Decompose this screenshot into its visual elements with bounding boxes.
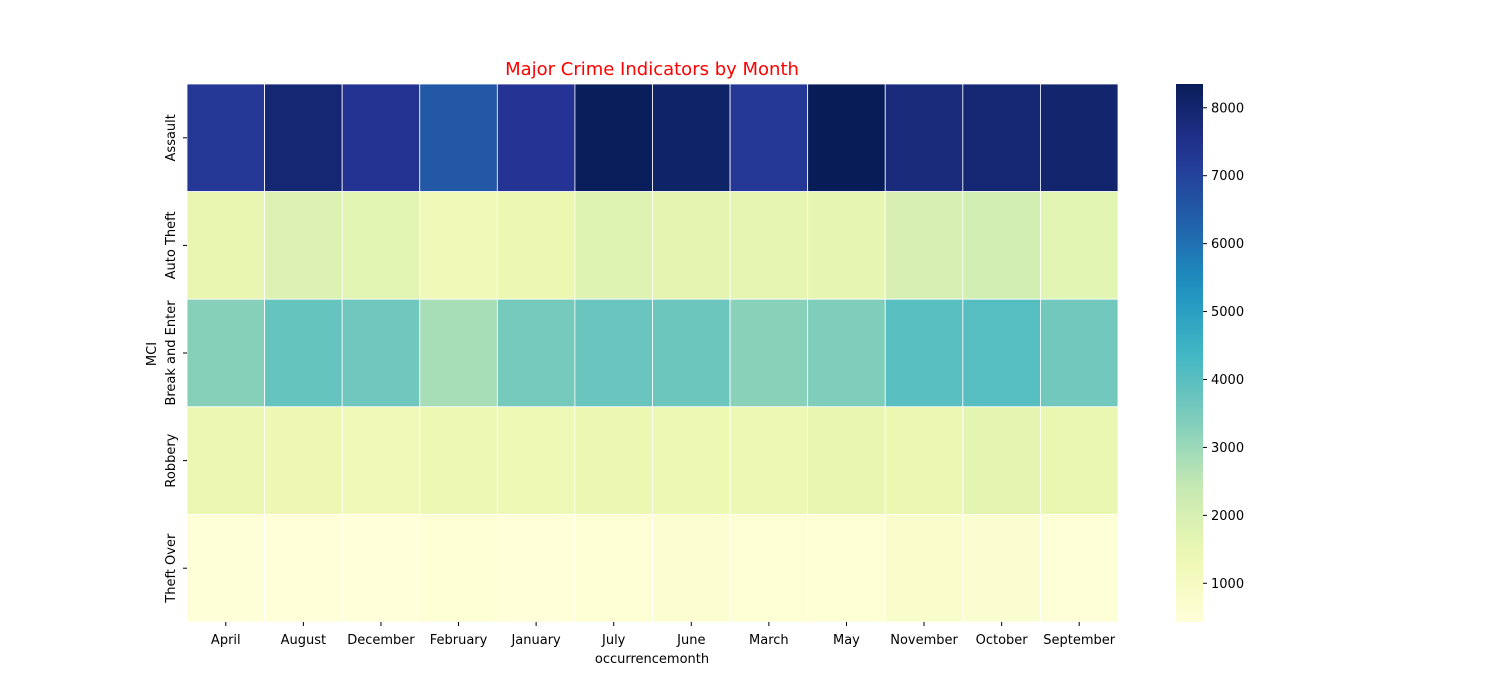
heatmap-cell [962,298,1041,408]
heatmap-cell [496,191,576,300]
heatmap-cell [496,514,576,623]
x-tick-label: June [676,633,705,648]
heatmap-cell [807,298,886,408]
y-tick-label: Auto Theft [164,211,179,279]
heatmap-cell [884,83,964,192]
colorbar-tick-label: 6000 [1211,237,1244,252]
heatmap-cells [186,83,1119,623]
heatmap-cell [186,298,265,408]
heatmap-cell [884,514,964,623]
colorbar [1176,84,1203,622]
heatmap-cell [807,191,886,300]
heatmap-cell [419,191,498,300]
heatmap-cell [884,298,964,408]
colorbar-tick-label: 4000 [1211,373,1244,388]
heatmap-cell [807,406,886,515]
heatmap-cell [962,514,1041,623]
heatmap-cell [341,406,421,515]
heatmap-cell [652,406,731,515]
heatmap-cell [341,298,421,408]
heatmap-cell [652,514,731,623]
x-tick-label: March [749,633,789,648]
heatmap-cell [652,191,731,300]
y-tick-label: Theft Over [164,533,179,604]
x-tick-label: February [430,633,488,648]
heatmap-cell [1040,191,1119,300]
y-tick-label: Break and Enter [164,300,179,406]
heatmap-cell [962,406,1041,515]
heatmap-cell [419,406,498,515]
heatmap-cell [652,83,731,192]
colorbar-ticks: 1000 2000 3000 4000 5000 6000 7000 8000 [1203,101,1244,592]
colorbar-tick-label: 3000 [1211,441,1244,456]
heatmap-cell [574,514,653,623]
heatmap-cell [341,514,421,623]
heatmap-cell [807,514,886,623]
heatmap-cell [574,191,653,300]
heatmap-cell [419,83,498,192]
heatmap-cell [652,298,731,408]
heatmap-cell [186,406,265,515]
heatmap-cell [496,83,576,192]
heatmap-cell [1040,406,1119,515]
heatmap-cell [574,406,653,515]
y-axis-label: MCI [145,342,160,366]
chart-title: Major Crime Indicators by Month [505,59,799,80]
x-axis-ticks: April August December February January July Ju… [211,622,1116,648]
heatmap-cell [264,514,343,623]
heatmap-cell [186,191,265,300]
heatmap-cell [264,298,343,408]
colorbar-tick-label: 7000 [1211,169,1244,184]
heatmap-cell [186,514,265,623]
heatmap-cell [807,83,886,192]
x-axis-label: occurrencemonth [595,652,709,667]
heatmap-cell [1040,514,1119,623]
heatmap-cell [884,191,964,300]
heatmap-cell [574,298,653,408]
heatmap-cell [1040,83,1119,192]
x-tick-label: April [211,633,241,648]
heatmap-cell [729,514,809,623]
heatmap-cell [264,83,343,192]
x-tick-label: November [890,633,958,648]
x-tick-label: December [347,633,415,648]
x-tick-label: October [976,633,1029,648]
heatmap-cell [729,406,809,515]
x-tick-label: May [833,633,860,648]
heatmap-cell [729,83,809,192]
heatmap-cell [419,298,498,408]
heatmap-cell [264,191,343,300]
heatmap-cell [264,406,343,515]
heatmap-cell [962,83,1041,192]
heatmap-cell [574,83,653,192]
colorbar-tick-label: 5000 [1211,305,1244,320]
heatmap-cell [341,83,421,192]
y-axis-ticks: Assault Auto Theft Break and Enter Robbery T… [164,114,187,604]
x-tick-label: September [1043,633,1116,648]
heatmap-cell [186,83,265,192]
y-tick-label: Assault [164,114,179,161]
x-tick-label: August [281,633,327,648]
heatmap-cell [729,298,809,408]
x-tick-label: January [510,633,561,648]
heatmap-cell [962,191,1041,300]
heatmap-cell [729,191,809,300]
colorbar-tick-label: 8000 [1211,101,1244,116]
x-tick-label: July [601,633,626,648]
heatmap-cell [884,406,964,515]
colorbar-tick-label: 1000 [1211,577,1244,592]
heatmap-cell [496,298,576,408]
colorbar-tick-label: 2000 [1211,509,1244,524]
heatmap-cell [496,406,576,515]
heatmap-cell [419,514,498,623]
heatmap-cell [341,191,421,300]
heatmap-cell [1040,298,1119,408]
y-tick-label: Robbery [164,433,179,487]
